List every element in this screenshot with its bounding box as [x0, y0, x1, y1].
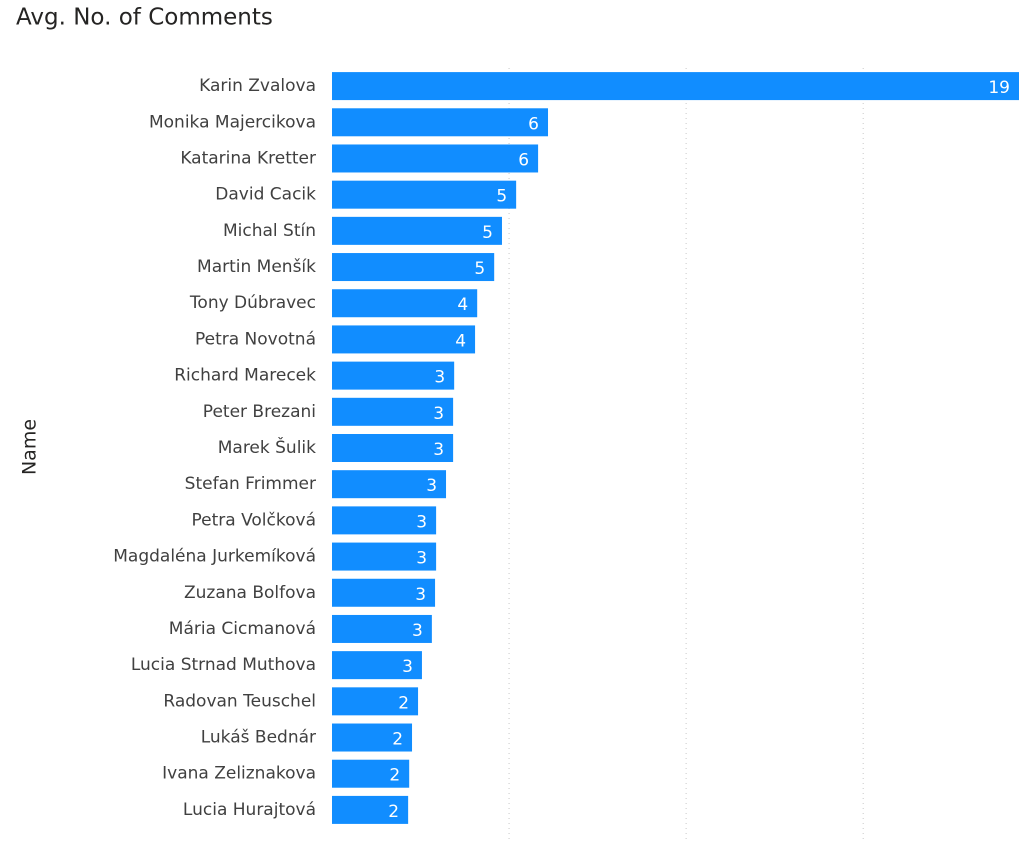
data-label: 2: [392, 730, 403, 750]
y-axis-label: Name: [19, 419, 41, 475]
bar: [332, 180, 517, 209]
chart-title: Avg. No. of Comments: [16, 5, 273, 31]
y-tick-label: Richard Marecek: [174, 366, 316, 386]
data-label: 3: [402, 657, 413, 677]
data-label: 3: [433, 404, 444, 424]
y-tick-label: Michal Stín: [223, 221, 316, 241]
y-tick-label: Monika Majercikova: [149, 112, 316, 132]
data-label: 2: [398, 693, 409, 713]
bar: [332, 289, 478, 318]
y-tick-label: Petra Novotná: [195, 329, 316, 349]
bar: [332, 361, 455, 390]
bar: [332, 687, 419, 716]
bar: [332, 216, 502, 245]
y-tick-label: Ivana Zeliznakova: [162, 764, 316, 784]
bar: [332, 506, 437, 535]
y-tick-label: Stefan Frimmer: [185, 474, 316, 494]
y-tick-label: Zuzana Bolfova: [184, 583, 316, 603]
y-tick-label: Marek Šulik: [218, 436, 316, 458]
data-label: 3: [416, 512, 427, 532]
bar: [332, 614, 432, 643]
y-tick-label: Lucia Hurajtová: [183, 800, 316, 820]
data-label: 3: [426, 476, 437, 496]
y-tick-label: Petra Volčková: [192, 510, 316, 530]
y-tick-label: David Cacik: [215, 185, 316, 205]
bar: [332, 397, 454, 426]
data-label: 4: [457, 295, 468, 315]
bar: [332, 253, 495, 282]
y-tick-label: Lukáš Bednár: [201, 728, 316, 748]
y-tick-label: Martin Menšík: [197, 257, 316, 277]
data-label: 3: [416, 549, 427, 569]
y-tick-label: Katarina Kretter: [180, 148, 316, 168]
bar: [332, 542, 437, 571]
bar: [332, 325, 476, 354]
y-tick-label: Mária Cicmanová: [169, 619, 316, 639]
data-label: 5: [474, 259, 485, 279]
data-label: 4: [455, 331, 466, 351]
bar: [332, 578, 436, 607]
y-tick-label: Lucia Strnad Muthova: [131, 655, 316, 675]
bar: [332, 759, 410, 788]
data-label: 3: [433, 440, 444, 460]
data-label: 3: [415, 585, 426, 605]
y-tick-label: Magdaléna Jurkemíková: [113, 547, 316, 567]
bar: [332, 72, 1019, 101]
bar: [332, 470, 447, 499]
y-tick-label: Peter Brezani: [203, 402, 316, 422]
bar: [332, 651, 422, 680]
y-tick-label: Tony Dúbravec: [189, 293, 316, 313]
data-label: 5: [496, 187, 507, 207]
y-tick-label: Radovan Teuschel: [163, 691, 316, 711]
bar: [332, 434, 454, 462]
data-label: 3: [434, 368, 445, 388]
data-label: 3: [412, 621, 423, 641]
bar: [332, 108, 549, 137]
data-label: 6: [528, 114, 539, 134]
data-label: 2: [389, 766, 400, 786]
bar: [332, 795, 409, 824]
data-label: 2: [388, 802, 399, 822]
y-tick-label: Karin Zvalova: [199, 76, 316, 96]
bar: [332, 144, 539, 173]
data-label: 6: [518, 150, 529, 170]
data-label: 19: [988, 78, 1010, 98]
data-label: 5: [482, 223, 493, 243]
bar: [332, 723, 413, 752]
